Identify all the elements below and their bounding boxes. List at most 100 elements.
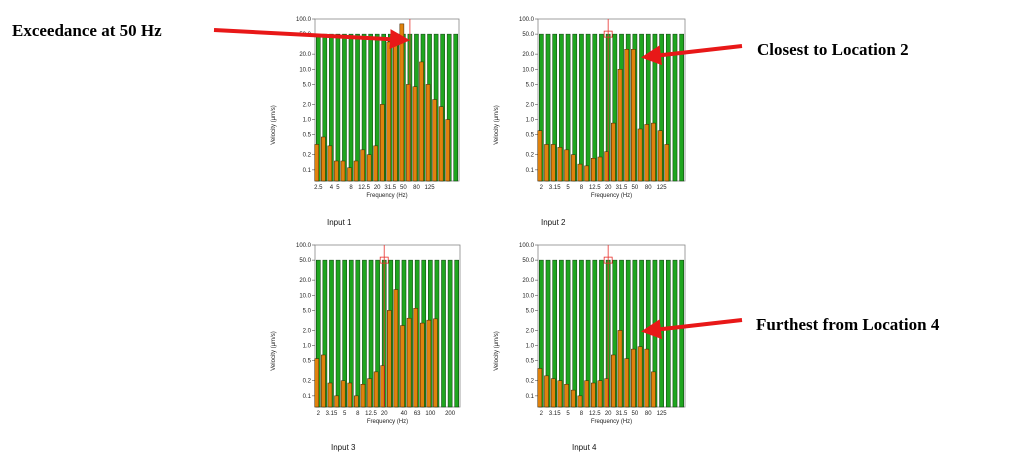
measured-bar	[321, 136, 326, 182]
x-tick-label: 8	[580, 411, 584, 417]
limit-bar	[579, 33, 584, 182]
measured-bar	[406, 317, 412, 408]
measured-bar	[577, 163, 583, 182]
measured-bar	[537, 130, 543, 182]
y-tick-label: 100.0	[519, 17, 535, 23]
limit-bar	[335, 259, 341, 408]
x-axis-label: Frequency (Hz)	[367, 419, 408, 425]
measured-bar	[537, 368, 543, 408]
x-tick-label: 31.5	[616, 411, 628, 417]
measured-bar	[651, 371, 656, 408]
measured-bar	[406, 84, 411, 182]
measured-bar	[570, 154, 576, 182]
y-tick-label: 50.0	[522, 258, 534, 264]
measured-bar	[597, 380, 603, 408]
y-tick-label: 2.0	[526, 102, 535, 108]
measured-bar	[550, 378, 556, 408]
y-tick-label: 1.0	[303, 344, 312, 350]
limit-bar	[335, 33, 341, 182]
measured-bar	[314, 358, 320, 408]
x-tick-label: 125	[425, 185, 436, 191]
measured-bar	[353, 160, 359, 182]
measured-bar	[544, 375, 549, 408]
x-tick-label: 5	[566, 185, 570, 191]
x-tick-label: 80	[413, 185, 420, 191]
y-tick-label: 0.5	[526, 359, 535, 365]
y-tick-label: 0.5	[526, 133, 535, 139]
x-tick-label: 8	[580, 185, 584, 191]
y-tick-label: 0.5	[303, 359, 312, 365]
y-tick-label: 5.0	[303, 82, 312, 88]
x-tick-label: 100	[425, 411, 436, 417]
limit-bar	[441, 259, 446, 408]
measured-bar	[366, 154, 372, 182]
y-axis-label: Velocity (μm/s)	[494, 331, 500, 370]
measured-bar	[604, 151, 609, 182]
limit-bar	[454, 259, 459, 408]
measured-bar	[644, 124, 650, 182]
limit-bar	[572, 259, 578, 408]
y-tick-label: 0.2	[526, 379, 535, 385]
measured-bar	[550, 144, 556, 182]
measured-bar	[544, 144, 549, 182]
x-tick-label: 20	[374, 185, 381, 191]
measured-bar	[577, 395, 583, 408]
y-tick-label: 10.0	[522, 67, 534, 73]
y-tick-label: 5.0	[526, 82, 535, 88]
measured-bar	[637, 128, 643, 182]
measured-bar	[380, 365, 385, 408]
limit-bar	[665, 259, 671, 408]
y-tick-label: 1.0	[526, 118, 535, 124]
measured-bar	[445, 119, 450, 182]
measured-bar	[334, 160, 339, 182]
measured-bar	[426, 319, 432, 408]
annotation-closest: Closest to Location 2	[757, 40, 909, 59]
limit-bar	[342, 33, 347, 182]
x-tick-label: 2	[540, 185, 544, 191]
arrow-closest	[641, 44, 743, 66]
y-tick-label: 50.0	[299, 258, 311, 264]
measured-bar	[557, 380, 563, 408]
measured-bar	[651, 122, 656, 182]
y-tick-label: 0.1	[303, 394, 312, 400]
arrow-furthest	[641, 318, 743, 340]
measured-bar	[597, 156, 603, 182]
limit-bar	[453, 33, 459, 182]
x-tick-label: 200	[445, 411, 456, 417]
measured-bar	[373, 145, 378, 182]
y-tick-label: 0.5	[303, 133, 312, 139]
arrow-exceedance	[213, 28, 410, 50]
x-tick-label: 5	[336, 185, 340, 191]
measured-bar	[604, 378, 609, 408]
x-tick-label: 50	[632, 185, 639, 191]
annotation-exceedance: Exceedance at 50 Hz	[12, 21, 162, 40]
measured-bar	[557, 147, 563, 182]
measured-bar	[314, 144, 320, 182]
x-tick-label: 31.5	[616, 185, 628, 191]
limit-bar	[355, 259, 361, 408]
measured-bar	[360, 384, 366, 408]
measured-bar	[334, 395, 339, 408]
y-tick-label: 2.0	[303, 328, 312, 334]
caption-input-2: Input 2	[541, 218, 566, 227]
measured-bar	[340, 380, 346, 408]
limit-bar	[659, 259, 664, 408]
y-tick-label: 20.0	[522, 278, 534, 284]
x-tick-label: 50	[400, 185, 407, 191]
frequency-marker-box	[379, 256, 389, 264]
y-tick-label: 20.0	[299, 52, 311, 58]
chart-input-4: 0.1 0.2 0.5 1.0 2.0 5.0 10.0 20.0 50.0 100.0 2 3.15…	[494, 243, 686, 425]
y-axis-label: Velocity (μm/s)	[271, 331, 277, 370]
measured-bar	[637, 346, 643, 408]
y-tick-label: 10.0	[299, 293, 311, 299]
y-tick-label: 0.1	[303, 168, 312, 174]
y-tick-label: 10.0	[299, 67, 311, 73]
x-axis-label: Frequency (Hz)	[591, 419, 632, 425]
y-tick-label: 2.0	[303, 102, 312, 108]
measured-bar	[631, 49, 636, 182]
x-tick-label: 2	[540, 411, 544, 417]
frequency-marker-box	[603, 256, 613, 264]
y-tick-label: 0.1	[526, 168, 535, 174]
x-tick-label: 12.5	[358, 185, 370, 191]
